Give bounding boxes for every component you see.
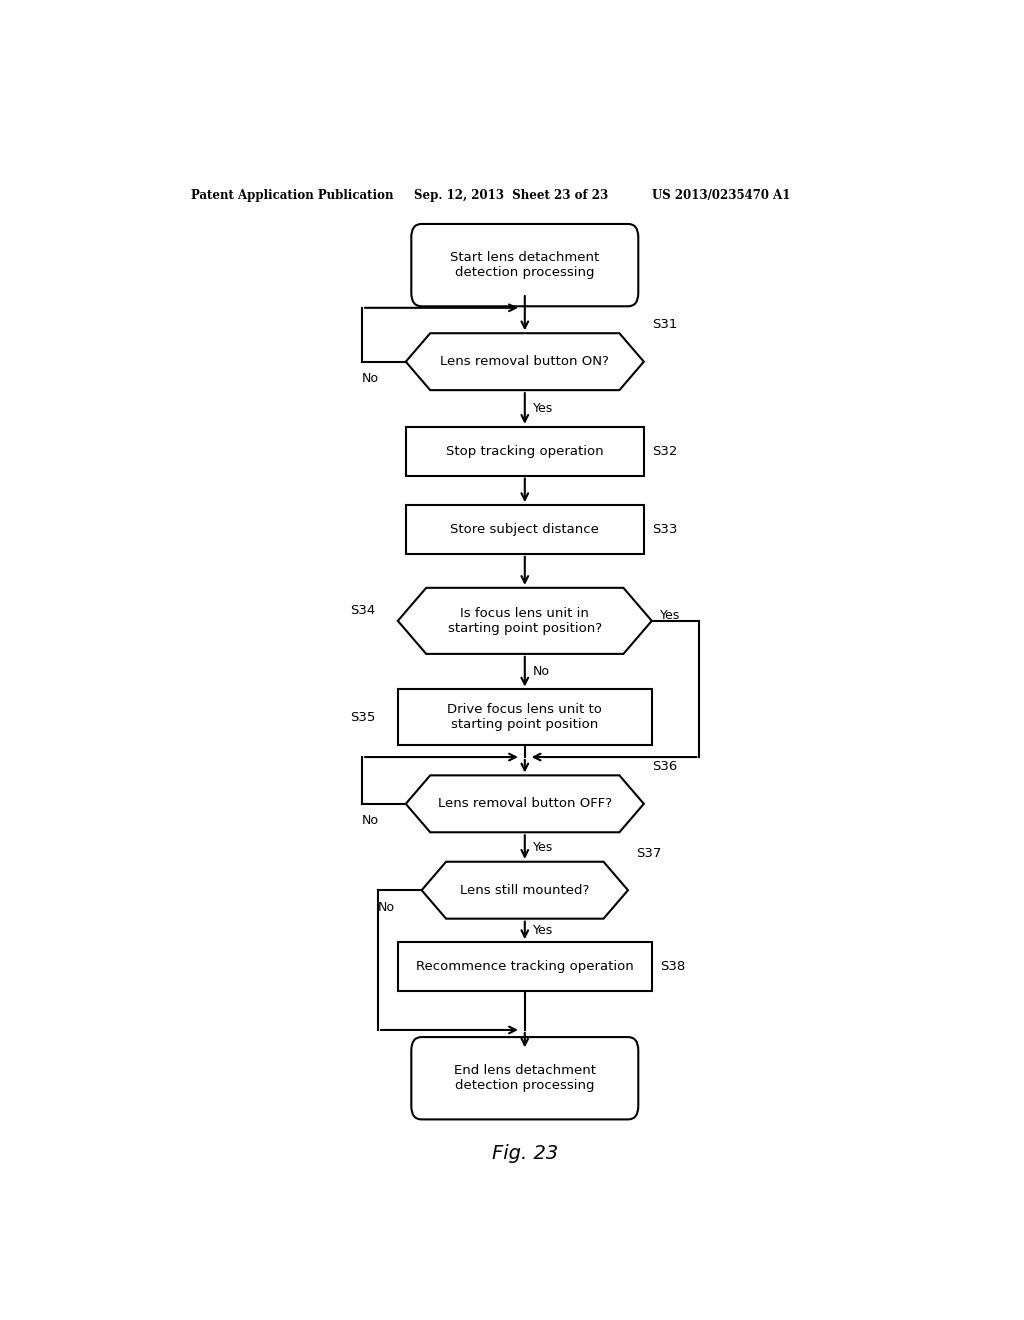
Text: S37: S37 bbox=[636, 846, 662, 859]
Polygon shape bbox=[406, 333, 644, 391]
Text: Lens removal button OFF?: Lens removal button OFF? bbox=[437, 797, 612, 810]
Text: Is focus lens unit in
starting point position?: Is focus lens unit in starting point pos… bbox=[447, 607, 602, 635]
Text: No: No bbox=[362, 372, 379, 385]
Text: Yes: Yes bbox=[532, 401, 553, 414]
Text: US 2013/0235470 A1: US 2013/0235470 A1 bbox=[652, 189, 791, 202]
Text: Yes: Yes bbox=[532, 841, 553, 854]
Polygon shape bbox=[406, 775, 644, 833]
Text: S36: S36 bbox=[652, 760, 677, 774]
Text: No: No bbox=[378, 900, 395, 913]
Bar bbox=[397, 689, 651, 746]
Text: S32: S32 bbox=[652, 445, 677, 458]
Text: Drive focus lens unit to
starting point position: Drive focus lens unit to starting point … bbox=[447, 704, 602, 731]
FancyBboxPatch shape bbox=[412, 1038, 638, 1119]
Text: S35: S35 bbox=[350, 711, 376, 723]
FancyBboxPatch shape bbox=[412, 224, 638, 306]
Polygon shape bbox=[422, 862, 628, 919]
Text: Patent Application Publication: Patent Application Publication bbox=[191, 189, 394, 202]
Text: No: No bbox=[362, 814, 379, 828]
Text: Yes: Yes bbox=[532, 924, 553, 937]
Text: Lens removal button ON?: Lens removal button ON? bbox=[440, 355, 609, 368]
Text: Recommence tracking operation: Recommence tracking operation bbox=[416, 960, 634, 973]
Text: S38: S38 bbox=[659, 960, 685, 973]
Text: Store subject distance: Store subject distance bbox=[451, 523, 599, 536]
Text: S34: S34 bbox=[350, 605, 376, 618]
Text: Lens still mounted?: Lens still mounted? bbox=[460, 883, 590, 896]
Text: Sep. 12, 2013  Sheet 23 of 23: Sep. 12, 2013 Sheet 23 of 23 bbox=[414, 189, 608, 202]
Text: S31: S31 bbox=[652, 318, 677, 331]
Text: Fig. 23: Fig. 23 bbox=[492, 1144, 558, 1163]
Text: Start lens detachment
detection processing: Start lens detachment detection processi… bbox=[451, 251, 599, 279]
Bar bbox=[406, 426, 644, 475]
Text: Stop tracking operation: Stop tracking operation bbox=[446, 445, 603, 458]
Bar bbox=[397, 942, 651, 991]
Text: S33: S33 bbox=[652, 523, 677, 536]
Polygon shape bbox=[397, 587, 652, 653]
Text: Yes: Yes bbox=[659, 610, 680, 622]
Text: End lens detachment
detection processing: End lens detachment detection processing bbox=[454, 1064, 596, 1092]
Text: No: No bbox=[532, 665, 550, 678]
Bar bbox=[406, 506, 644, 554]
